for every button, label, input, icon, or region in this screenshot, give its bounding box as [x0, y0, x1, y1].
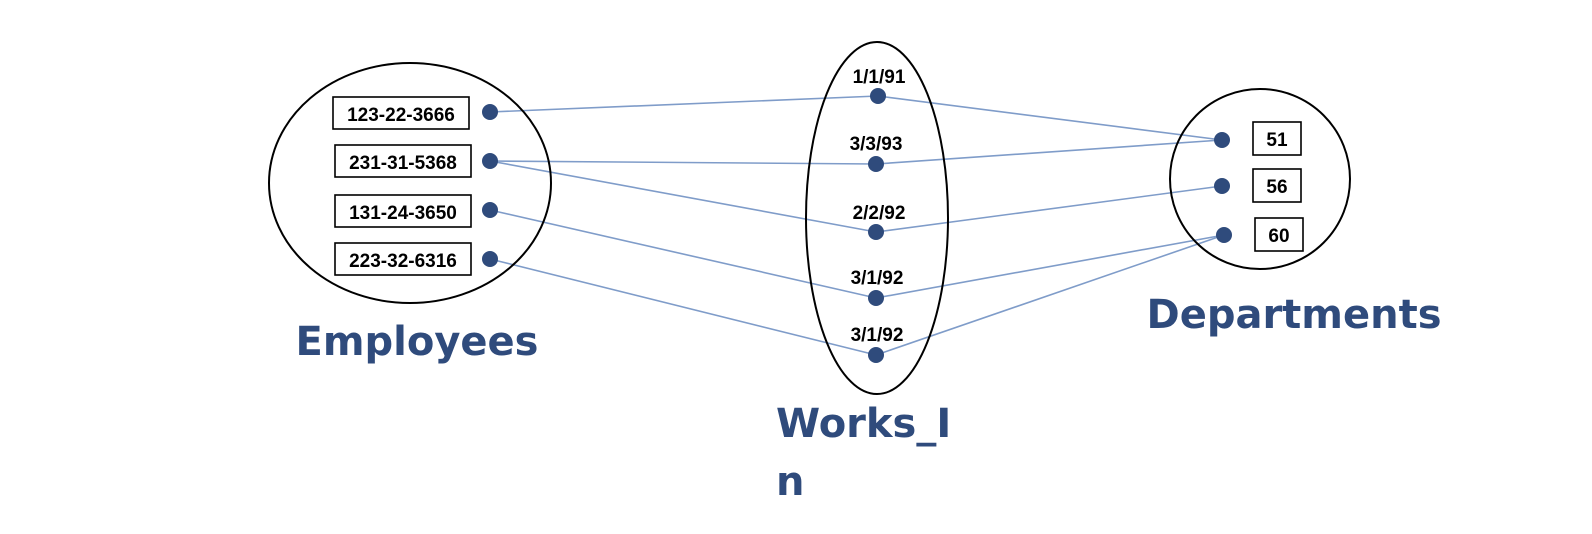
employee-box [334, 242, 472, 276]
employee-dot [482, 104, 498, 120]
employees-label: Employees [296, 319, 539, 365]
employees-set: 123-22-3666 231-31-5368 131-24-3650 223-… [268, 62, 552, 365]
link-rel4-dept60 [875, 234, 1225, 299]
link-rel1-dept51 [877, 95, 1223, 141]
link-emp4-rel5 [489, 258, 877, 356]
employee-ssn: 131-24-3650 [349, 203, 457, 224]
employee-ssn: 231-31-5368 [349, 153, 457, 174]
since-date: 2/2/92 [853, 203, 906, 224]
works-in-set: 1/1/91 3/3/93 2/2/92 3/1/92 3/1/92 Works… [776, 41, 951, 505]
employee-dot [482, 251, 498, 267]
link-rel2-dept51 [875, 139, 1223, 165]
employee-box [334, 144, 472, 178]
departments-set: 51 56 60 Departments [1146, 88, 1442, 338]
employee-box [334, 194, 472, 228]
works-in-label-line2: n [776, 459, 804, 505]
department-dot [1214, 132, 1230, 148]
department-box [1252, 121, 1302, 156]
relationship-lines [489, 95, 1225, 356]
department-id: 51 [1266, 130, 1288, 151]
link-rel3-dept56 [875, 185, 1223, 233]
since-date: 3/3/93 [850, 134, 903, 155]
department-box [1252, 168, 1302, 203]
relationship-dot [868, 290, 884, 306]
since-date: 1/1/91 [853, 67, 906, 88]
relationship-dot [868, 347, 884, 363]
link-emp1-rel1 [489, 95, 879, 113]
employee-dot [482, 153, 498, 169]
works-in-label-line1: Works_I [776, 401, 951, 447]
link-emp2-rel2 [489, 160, 877, 165]
link-emp3-rel4 [489, 209, 877, 299]
since-date: 3/1/92 [851, 268, 904, 289]
link-rel5-dept60 [875, 234, 1225, 356]
department-id: 60 [1268, 226, 1289, 247]
department-dot [1216, 227, 1232, 243]
employee-box [332, 96, 470, 130]
relationship-dot [870, 88, 886, 104]
employees-ellipse [268, 62, 552, 304]
employee-dot [482, 202, 498, 218]
since-date: 3/1/92 [851, 325, 904, 346]
relationship-dot [868, 156, 884, 172]
departments-label: Departments [1146, 292, 1441, 338]
works-in-ellipse [805, 41, 949, 395]
relationship-dot [868, 224, 884, 240]
employee-ssn: 223-32-6316 [349, 251, 457, 272]
link-emp2-rel3 [489, 160, 877, 233]
department-box [1254, 217, 1304, 252]
department-dot [1214, 178, 1230, 194]
employee-ssn: 123-22-3666 [347, 105, 455, 126]
department-id: 56 [1266, 177, 1287, 198]
departments-ellipse [1169, 88, 1351, 270]
